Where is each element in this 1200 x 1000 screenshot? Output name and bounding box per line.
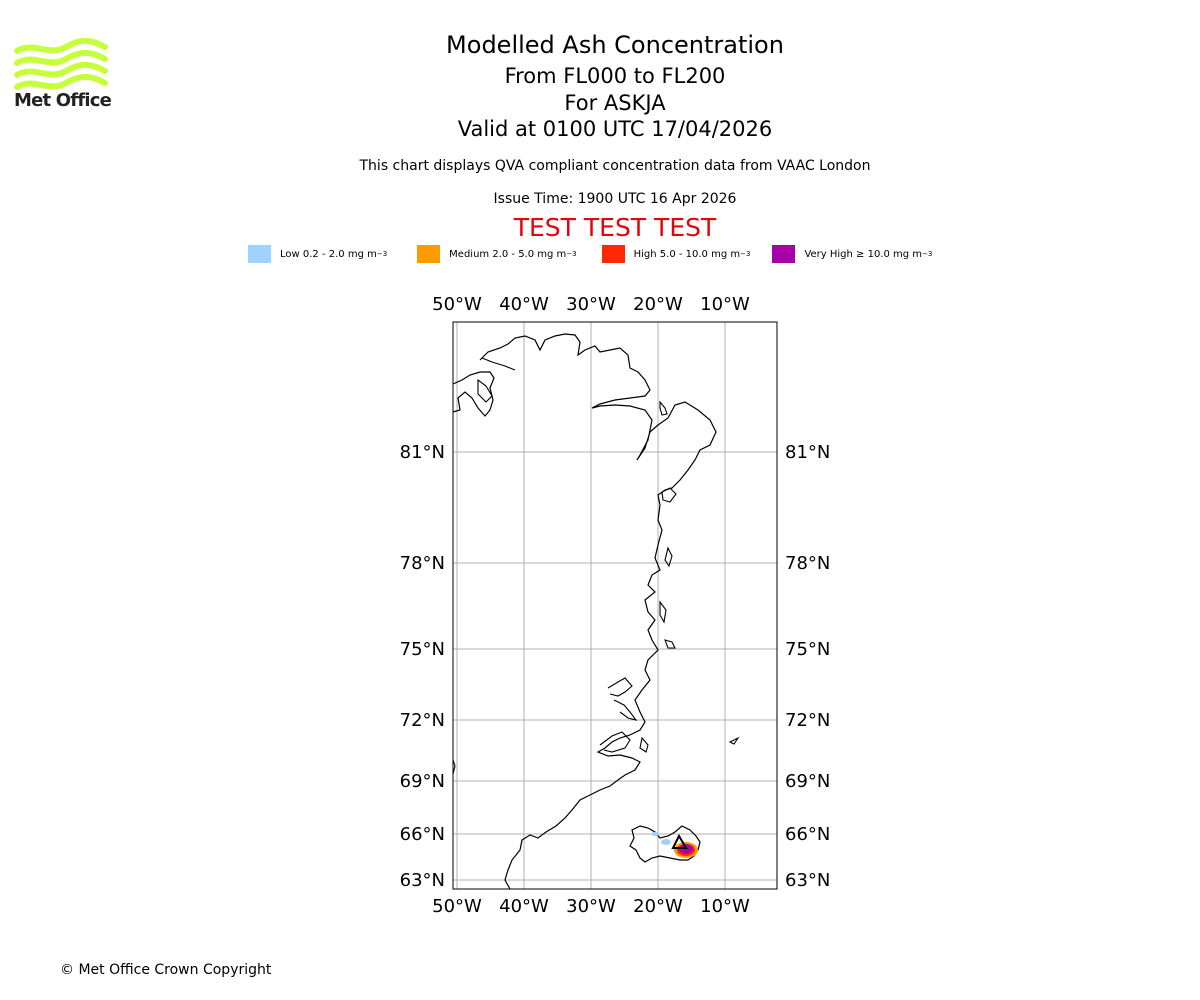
legend-low-label: Low 0.2 - 2.0 mg m: [280, 248, 377, 260]
legend-high-label: High 5.0 - 10.0 mg m: [633, 248, 741, 260]
ash-low-patch: [661, 839, 671, 845]
legend-low: Low 0.2 - 2.0 mg m −3: [248, 245, 387, 263]
flight-levels: From FL000 to FL200: [504, 64, 726, 88]
lat-label-right-69n: 69°N: [785, 771, 830, 792]
lat-label-left-81n: 81°N: [400, 442, 445, 463]
lon-label-bottom-30w: 30°W: [566, 896, 616, 917]
copyright: © Met Office Crown Copyright: [60, 962, 272, 978]
volcano-name: For ASKJA: [564, 91, 666, 115]
lon-label-top-30w: 30°W: [566, 294, 616, 315]
legend-low-swatch: [248, 245, 271, 263]
lat-label-right-78n: 78°N: [785, 553, 830, 574]
lon-label-bottom-50w: 50°W: [432, 896, 482, 917]
lon-label-bottom-20w: 20°W: [633, 896, 683, 917]
legend-high-swatch: [601, 245, 625, 263]
logo-text: Met Office: [14, 90, 112, 111]
lat-label-right-63n: 63°N: [785, 870, 830, 891]
longitude-labels-top: 50°W 40°W 30°W 20°W 10°W: [432, 294, 750, 315]
issue-time: Issue Time: 1900 UTC 16 Apr 2026: [493, 191, 737, 207]
legend-high: High 5.0 - 10.0 mg m −3: [601, 245, 751, 263]
longitude-labels-bottom: 50°W 40°W 30°W 20°W 10°W: [432, 896, 750, 917]
valid-time: Valid at 0100 UTC 17/04/2026: [457, 117, 773, 141]
lat-label-left-63n: 63°N: [400, 870, 445, 891]
latitude-labels-left: 81°N 78°N 75°N 72°N 69°N 66°N 63°N: [400, 442, 445, 891]
lon-label-bottom-10w: 10°W: [700, 896, 750, 917]
lat-label-left-66n: 66°N: [400, 824, 445, 845]
map-frame: [452, 321, 778, 890]
legend: Low 0.2 - 2.0 mg m −3 Medium 2.0 - 5.0 mg…: [248, 244, 932, 264]
legend-very-high-exp: −3: [922, 250, 933, 258]
legend-high-exp: −3: [740, 250, 751, 258]
lat-label-right-66n: 66°N: [785, 824, 830, 845]
test-banner: TEST TEST TEST: [513, 213, 717, 242]
legend-medium-exp: −3: [566, 250, 577, 258]
legend-very-high: Very High ≥ 10.0 mg m −3: [772, 245, 932, 263]
lat-label-right-75n: 75°N: [785, 639, 830, 660]
legend-very-high-swatch: [772, 245, 796, 263]
lon-label-top-10w: 10°W: [700, 294, 750, 315]
volcano-triangle-icon: [671, 833, 688, 849]
ash-low-patch-2: [651, 832, 659, 836]
legend-medium-label: Medium 2.0 - 5.0 mg m: [449, 248, 567, 260]
coastline-greenland: [452, 333, 717, 890]
met-office-logo-icon: [14, 38, 108, 90]
lat-label-left-75n: 75°N: [400, 639, 445, 660]
lon-label-top-40w: 40°W: [499, 294, 549, 315]
chart-title: Modelled Ash Concentration: [446, 31, 784, 59]
lon-label-top-50w: 50°W: [432, 294, 482, 315]
map-gridlines: [453, 322, 777, 889]
legend-very-high-label: Very High ≥ 10.0 mg m: [804, 248, 923, 260]
coastline-greenland-inlets: [452, 357, 740, 775]
qva-note: This chart displays QVA compliant concen…: [359, 158, 871, 174]
lat-label-right-81n: 81°N: [785, 442, 830, 463]
legend-medium-swatch: [417, 245, 441, 263]
legend-low-exp: −3: [376, 250, 388, 258]
lon-label-top-20w: 20°W: [633, 294, 683, 315]
latitude-labels-right: 81°N 78°N 75°N 72°N 69°N 66°N 63°N: [785, 442, 830, 891]
legend-medium: Medium 2.0 - 5.0 mg m −3: [417, 245, 577, 263]
lon-label-bottom-40w: 40°W: [499, 896, 549, 917]
lat-label-right-72n: 72°N: [785, 710, 830, 731]
lat-label-left-78n: 78°N: [400, 553, 445, 574]
lat-label-left-69n: 69°N: [400, 771, 445, 792]
lat-label-left-72n: 72°N: [400, 710, 445, 731]
